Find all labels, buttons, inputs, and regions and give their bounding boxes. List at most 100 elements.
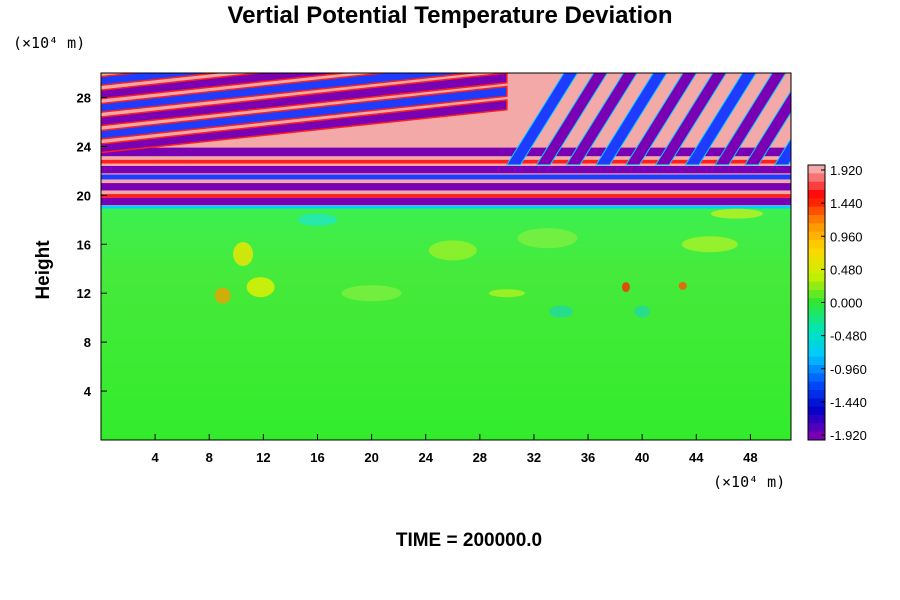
colorbar-segment [808,415,825,424]
field-wave [101,0,507,45]
field-band [101,174,791,180]
field-blob [246,277,275,298]
field-blob [517,228,578,249]
y-axis-unit: (×10⁴ m) [13,34,86,52]
y-tick-label: 8 [84,335,91,350]
field-wave [101,6,507,59]
field-wave [101,85,508,140]
colorbar-segment [808,390,825,399]
field-blob [678,281,687,290]
colorbar-segment [808,298,825,308]
colorbar-segment [808,273,825,283]
colorbar-segment [808,315,825,324]
field-wave [101,73,508,127]
colorbar-segment [808,190,825,199]
colorbar-segment [808,173,825,183]
colorbar-segment [808,256,825,266]
field-blob [297,213,338,226]
colorbar-segment [808,398,825,408]
colorbar-segment [808,431,825,441]
field-blob [233,242,254,267]
colorbar-segment [808,423,825,433]
colorbar-segment [808,331,825,341]
colorbar-tick-label: 1.440 [830,196,863,211]
field-wave [684,73,757,166]
field-blob [634,305,651,318]
colorbar-segment [808,340,825,349]
colorbar-segment [808,206,825,216]
x-tick-label: 12 [256,450,270,465]
x-tick-label: 8 [206,450,213,465]
field-layer [101,0,900,440]
field-blob [549,305,573,318]
field-blob [621,282,630,293]
colorbar-segment [808,223,825,233]
colorbar-tick-label: -1.920 [830,428,867,443]
field-blob [428,240,477,261]
x-tick-label: 32 [527,450,541,465]
x-tick-label: 36 [581,450,595,465]
field-blob [214,287,231,304]
x-tick-label: 24 [418,450,433,465]
x-tick-label: 20 [364,450,378,465]
colorbar-segment [808,290,825,299]
field-wave [101,73,480,113]
y-tick-label: 12 [77,286,91,301]
field-wave [744,89,791,166]
field-wave [864,67,900,165]
colorbar-tick-label: 1.920 [830,163,863,178]
colorbar-tick-label: -0.480 [830,329,867,344]
colorbar-segment [808,240,825,249]
field-wave [101,73,352,100]
field-wave [714,73,787,166]
x-axis-ticks: 4 8 12 16 20 24 28 32 36 40 44 48 [152,434,758,465]
colorbar: 1.920 1.440 0.960 0.480 0.000 -0.480 -0.960 -1.… [807,163,867,443]
colorbar-segment [808,306,825,316]
chart-title: Vertial Potential Temperature Deviation [227,2,673,29]
colorbar-segment [808,348,825,358]
field-band [101,197,791,206]
x-tick-label: 16 [310,450,324,465]
field-wave [894,67,900,165]
field-blob [341,285,402,302]
time-annotation: TIME = 200000.0 [395,530,543,551]
field-wave [101,99,508,154]
field-wave [101,73,225,86]
field-wave [625,73,698,166]
field-band [101,159,791,164]
field-wave [595,73,668,166]
colorbar-tick-label: 0.960 [830,229,863,244]
x-axis-unit: (×10⁴ m) [713,473,786,491]
colorbar-segment [808,356,825,366]
y-axis-ticks: 4 8 12 16 20 24 28 [77,90,107,399]
field-band [101,194,791,198]
y-tick-label: 24 [77,139,92,154]
colorbar-segment [808,248,825,258]
colorbar-segment [808,373,825,383]
colorbar-segment [808,365,825,374]
colorbar-tick-label: 0.000 [830,296,863,311]
colorbar-segment [808,381,825,391]
plot-frame [100,72,792,441]
colorbar-segment [808,198,825,208]
field-blob [488,289,525,298]
x-tick-label: 28 [473,450,487,465]
colorbar-segment [808,231,825,241]
field-wave [773,137,791,166]
x-tick-label: 44 [689,450,704,465]
colorbar-tick-label: 0.480 [830,262,863,277]
colorbar-tick-label: -0.960 [830,362,867,377]
field-wave [805,67,879,165]
y-tick-label: 28 [77,90,91,105]
field-band [101,165,791,174]
y-tick-label: 16 [77,237,91,252]
x-tick-label: 48 [743,450,757,465]
colorbar-tick-label: -1.440 [830,395,867,410]
field-wave [505,73,579,166]
colorbar-segment [808,215,825,224]
field-blob [710,208,763,219]
field-band [101,147,791,157]
field-band [101,205,791,209]
field-wave [101,19,507,72]
